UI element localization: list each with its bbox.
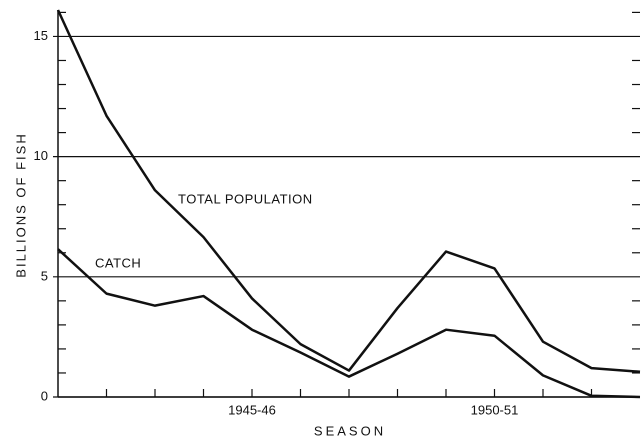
y-tick-label: 0: [41, 388, 48, 403]
series-line: [57, 248, 641, 399]
x-axis-label: SEASON: [314, 423, 386, 438]
series-label: CATCH: [95, 255, 141, 270]
x-tick-label: 1945-46: [228, 402, 276, 417]
y-tick-label: 5: [41, 268, 48, 283]
x-tick-label: 1950-51: [471, 402, 519, 417]
series-line: [56, 9, 641, 374]
y-axis-label: BILLIONS OF FISH: [13, 132, 28, 277]
series-label: TOTAL POPULATION: [178, 191, 313, 206]
y-tick-label: 10: [34, 148, 48, 163]
y-tick-label: 15: [34, 28, 48, 43]
